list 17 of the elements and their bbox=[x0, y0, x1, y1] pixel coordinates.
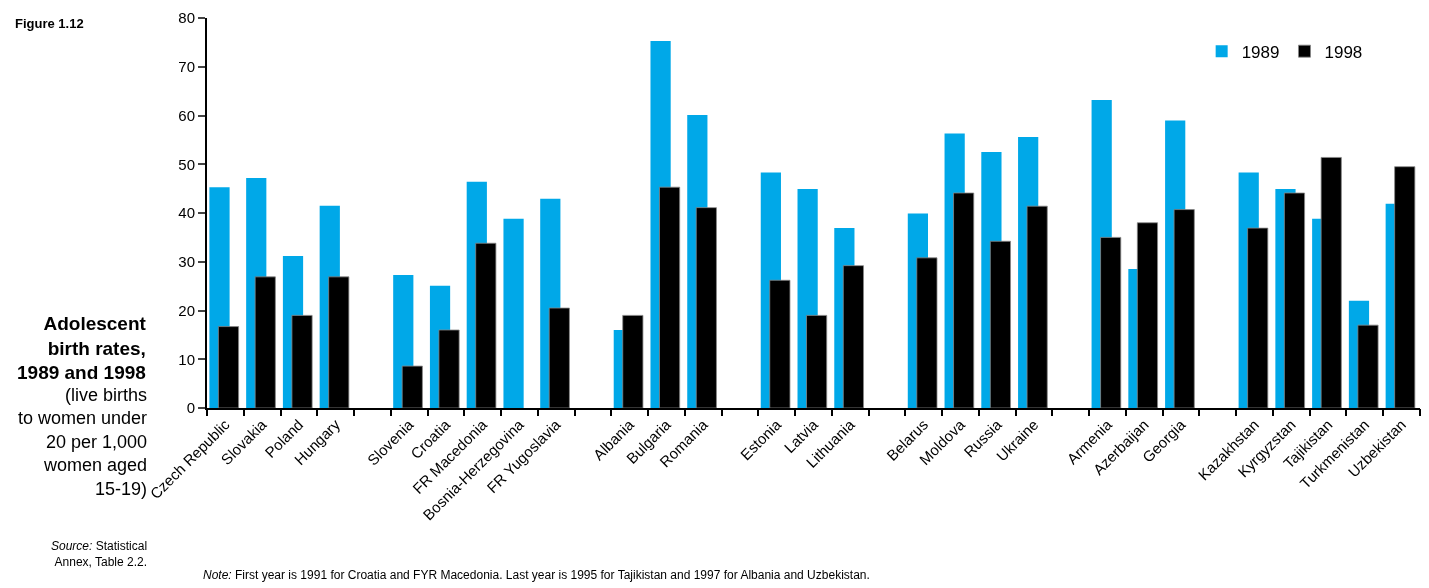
source-note: Source: Statistical Annex, Table 2.2. bbox=[51, 539, 148, 569]
y-tick-label: 50 bbox=[178, 155, 195, 173]
legend-label: 1998 bbox=[1324, 42, 1363, 62]
text: Adolescent birth rates, 1989 and 1998 bbox=[17, 313, 147, 384]
y-tick-label: 30 bbox=[178, 253, 195, 270]
text: Note: First year is 1991 for Croatia and FYR Macedonia. Last year is 1995 for Tajikistan and 1997 for Albania and Uzbekistan. bbox=[203, 568, 870, 582]
caption: Figure 1.12 bbox=[15, 16, 84, 31]
y-tick-label: 20 bbox=[178, 301, 195, 319]
text: (live births to women under 20 per 1,000 women aged 15-19) bbox=[18, 385, 148, 499]
legend-label: 1989 bbox=[1241, 42, 1280, 62]
y-tick-label: 80 bbox=[178, 9, 195, 27]
y-tick-label: 10 bbox=[178, 350, 195, 368]
y-tick-label: 40 bbox=[178, 204, 195, 222]
bar bbox=[503, 218, 524, 408]
y-tick-label: 60 bbox=[178, 106, 195, 124]
y-tick-label: 0 bbox=[186, 399, 195, 417]
y-tick-label: 70 bbox=[178, 58, 195, 75]
